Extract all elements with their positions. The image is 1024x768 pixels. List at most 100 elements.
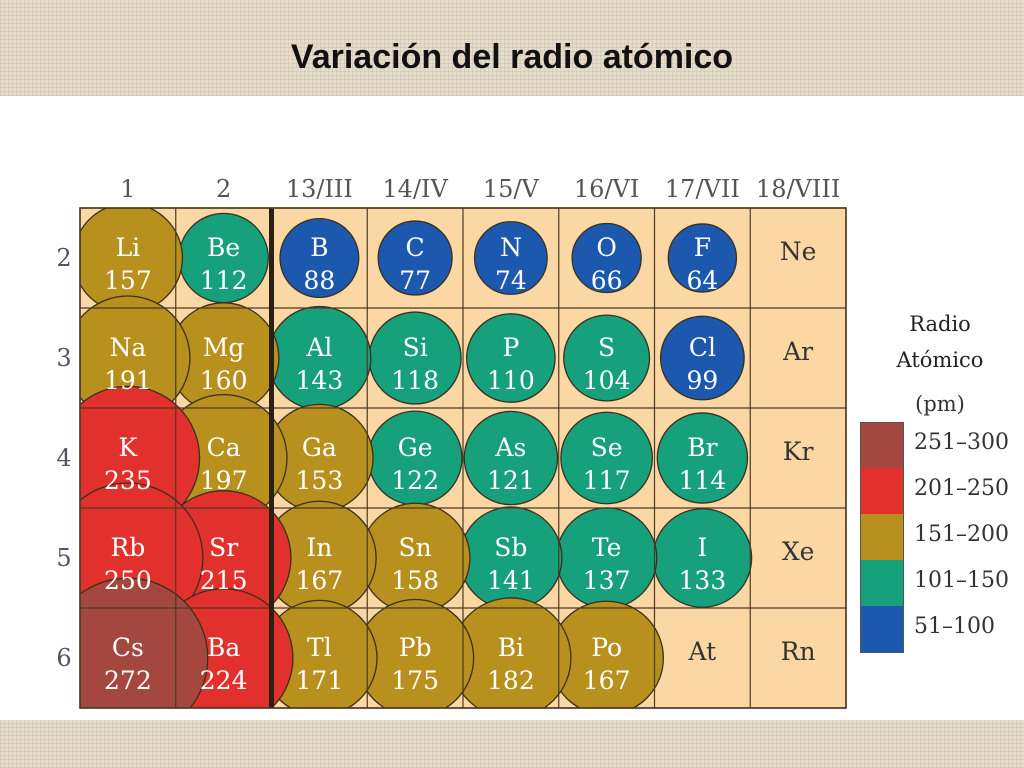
element-radius-sn: 158 [391, 566, 439, 595]
atom-circle-p [466, 313, 556, 403]
element-symbol-br: Br [687, 433, 717, 462]
element-radius-n: 74 [495, 266, 527, 295]
element-symbol-cs: Cs [112, 633, 144, 662]
element-symbol-al: Al [305, 333, 332, 362]
element-radius-mg: 160 [200, 366, 248, 395]
period-label: 6 [56, 644, 71, 672]
element-radius-na: 191 [104, 366, 152, 395]
element-symbol-f: F [694, 233, 711, 262]
element-radius-in: 167 [296, 566, 344, 595]
period-label: 2 [56, 244, 71, 272]
atom-circle-c [377, 220, 453, 296]
atom-circle-o [571, 222, 642, 294]
element-symbol-li: Li [116, 233, 141, 262]
element-symbol-p: P [502, 333, 519, 362]
group-header: 13/III [286, 175, 353, 203]
element-radius-pb: 175 [391, 666, 439, 695]
element-symbol-ge: Ge [398, 433, 433, 462]
atom-circle-b [279, 217, 360, 299]
element-symbol-b: B [310, 233, 328, 262]
element-radius-p: 110 [487, 366, 535, 395]
element-radius-sb: 141 [487, 566, 535, 595]
element-symbol-s: S [598, 333, 615, 362]
element-symbol-ca: Ca [207, 433, 241, 462]
element-symbol-xe: Xe [782, 537, 815, 566]
element-symbol-bi: Bi [498, 633, 524, 662]
table-border [79, 207, 847, 709]
period-label: 5 [56, 544, 71, 572]
legend-title-atomico: Atómico [896, 348, 984, 372]
element-radius-br: 114 [679, 466, 727, 495]
legend-label: 151–200 [914, 522, 1009, 547]
element-symbol-cl: Cl [689, 333, 716, 362]
legend-label: 251–300 [914, 430, 1009, 455]
atom-circle-f [667, 223, 738, 293]
element-symbol-tl: Tl [307, 633, 332, 662]
element-symbol-sb: Sb [494, 533, 527, 562]
element-radius-b: 88 [303, 266, 335, 295]
element-symbol-kr: Kr [783, 437, 814, 466]
group-header: 1 [120, 175, 135, 203]
legend-label: 201–250 [914, 476, 1009, 501]
element-symbol-o: O [596, 233, 617, 262]
legend-row: 251–300 [860, 422, 1024, 470]
legend-label: 51–100 [914, 614, 995, 639]
element-radius-c: 77 [399, 266, 431, 295]
element-radius-po: 167 [583, 666, 631, 695]
atom-circle-cl [659, 315, 745, 401]
period-labels: 2 3 4 5 6 [56, 244, 71, 672]
element-symbol-ar: Ar [782, 337, 813, 366]
element-radius-be: 112 [200, 266, 248, 295]
element-symbol-rb: Rb [110, 533, 145, 562]
group-header: 16/VI [574, 175, 639, 203]
group-header: 2 [216, 175, 231, 203]
page-title: Variación del radio atómico [290, 38, 734, 76]
element-radius-te: 137 [583, 566, 631, 595]
element-radius-cs: 272 [104, 666, 152, 695]
group-header: 14/IV [382, 175, 448, 203]
element-symbol-sr: Sr [209, 533, 238, 562]
element-symbol-te: Te [592, 533, 622, 562]
element-symbol-se: Se [591, 433, 623, 462]
element-labels: Li 157 Be 112 B 88 C 77 N 74 O 66 F 64 Ne Na 191 Mg 160 Al 1… [104, 233, 816, 695]
group-header: 17/VII [665, 175, 740, 203]
legend-row: 51–100 [860, 606, 1024, 653]
legend-swatch [860, 560, 904, 607]
element-radius-se: 117 [583, 466, 631, 495]
element-symbol-po: Po [591, 633, 622, 662]
element-radius-k: 235 [104, 466, 152, 495]
group-headers: 1 2 13/III 14/IV 15/V 16/VI 17/VII 18/VIII [120, 175, 840, 203]
element-symbol-at: At [688, 637, 717, 666]
element-symbol-ga: Ga [302, 433, 337, 462]
element-symbol-as: As [494, 433, 526, 462]
element-radius-si: 118 [391, 366, 439, 395]
legend-row: 101–150 [860, 560, 1024, 607]
element-symbol-c: C [406, 233, 425, 262]
legend-swatch [860, 422, 904, 470]
element-symbol-ne: Ne [780, 237, 817, 266]
period-label: 3 [56, 344, 71, 372]
element-symbol-rn: Rn [781, 637, 816, 666]
element-radius-ge: 122 [391, 466, 439, 495]
atom-circle-br [656, 412, 749, 504]
element-radius-bi: 182 [487, 666, 535, 695]
element-radius-i: 133 [679, 566, 727, 595]
element-symbol-in: In [306, 533, 332, 562]
element-radius-o: 66 [591, 266, 623, 295]
group-header: 18/VIII [756, 175, 840, 203]
legend-row: 201–250 [860, 468, 1024, 515]
atomic-radius-periodic-table: Li157Be112B88C77N74O66F64NeNa191Mg160Al1… [56, 175, 847, 709]
element-radius-cl: 99 [686, 366, 718, 395]
element-symbol-na: Na [109, 333, 146, 362]
element-radius-f: 64 [686, 266, 718, 295]
legend-swatch [860, 468, 904, 515]
legend-unit: (pm) [915, 392, 965, 416]
period-label: 4 [56, 444, 71, 472]
element-radius-tl: 171 [296, 666, 344, 695]
periodic-table-panel: Li 157 Be 112 B 88 C 77 N 74 O 66 F 64 Ne Na 191 Mg 160 Al 1… [0, 96, 1024, 720]
legend-row: 151–200 [860, 514, 1024, 561]
atom-circles [80, 208, 753, 708]
legend-swatch [860, 606, 904, 653]
element-symbol-n: N [500, 233, 522, 262]
element-radius-ga: 153 [296, 466, 344, 495]
